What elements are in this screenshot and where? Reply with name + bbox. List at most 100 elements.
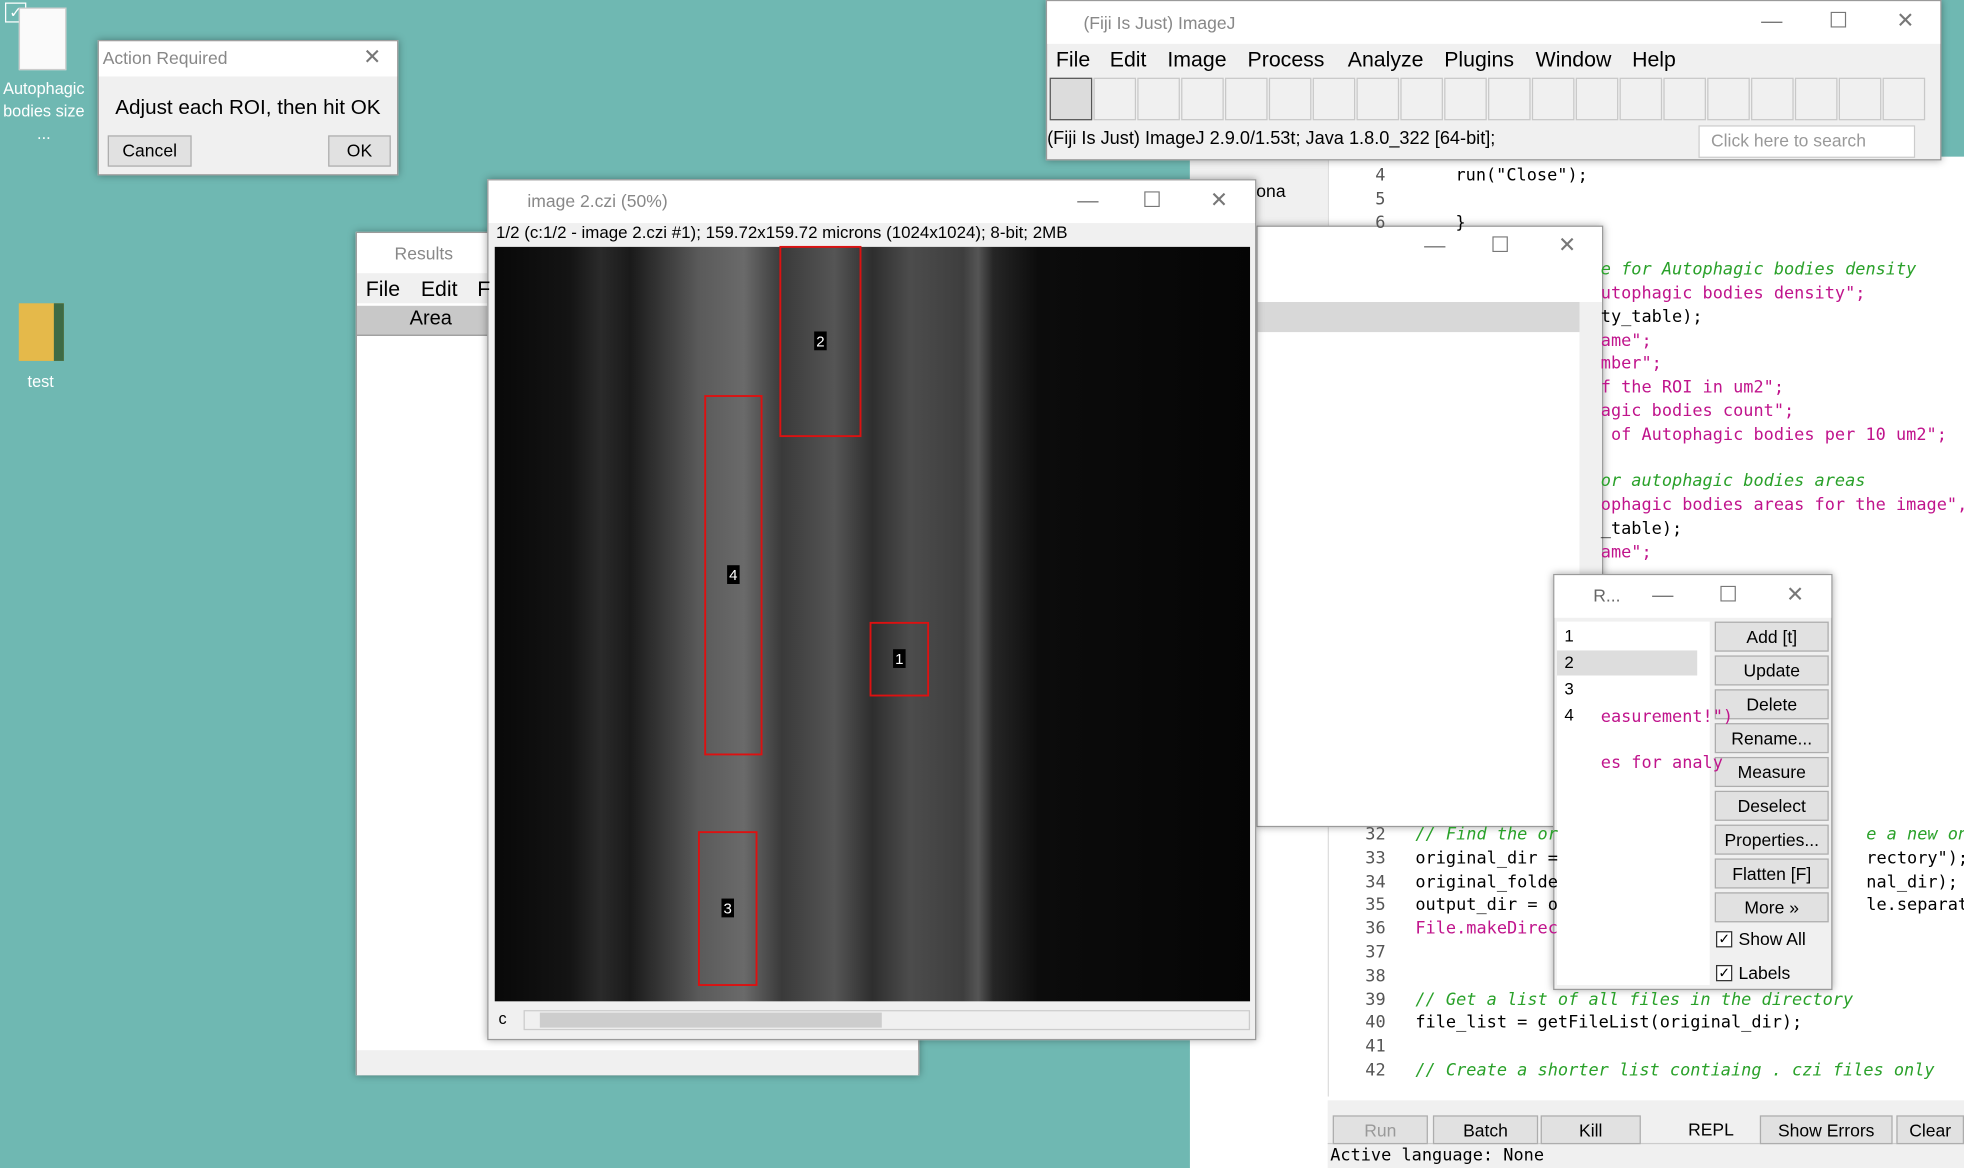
roi <box>697 831 758 986</box>
button[interactable]: Run <box>1332 1115 1428 1145</box>
maximize[interactable]: ☐ <box>1142 187 1162 212</box>
tool-button[interactable] <box>1838 77 1882 121</box>
icon-label[interactable]: test <box>27 372 54 392</box>
button[interactable]: Batch <box>1432 1115 1539 1145</box>
menu-item[interactable]: Process <box>1247 47 1325 72</box>
menu-item[interactable]: Window <box>1535 47 1612 72</box>
button[interactable]: Properties... <box>1714 824 1829 855</box>
menu-item[interactable]: Help <box>1632 47 1676 72</box>
tool-button[interactable] <box>1093 77 1137 121</box>
button[interactable]: Rename... <box>1714 723 1829 754</box>
line-number: 6 <box>1375 212 1386 233</box>
button[interactable]: Add [t] <box>1714 621 1829 652</box>
microscopy-image[interactable] <box>494 246 1251 1002</box>
tool-button[interactable] <box>1400 77 1443 121</box>
roi-label-bg <box>721 898 734 918</box>
menu-item[interactable]: Edit <box>1109 47 1147 72</box>
button[interactable]: Deselect <box>1714 790 1829 821</box>
roi <box>869 621 930 697</box>
window-title: image 2.czi (50%) <box>527 190 668 211</box>
minimize[interactable]: — <box>1652 582 1674 607</box>
tool-button[interactable] <box>1488 77 1531 121</box>
minimize[interactable]: — <box>1761 8 1783 33</box>
tool-button[interactable] <box>1356 77 1400 121</box>
maximize[interactable]: ☐ <box>1828 8 1848 33</box>
channel-slider[interactable] <box>523 1010 1251 1031</box>
close[interactable]: ✕ <box>1558 233 1577 257</box>
code-fragment: utophagic bodies density"; <box>1600 283 1866 304</box>
button[interactable]: Kill <box>1540 1115 1641 1145</box>
checkbox-label[interactable]: Show All <box>1738 928 1806 949</box>
folder-icon[interactable] <box>18 303 64 361</box>
tool-button[interactable] <box>1181 77 1224 121</box>
code-fragment: le.separator <box>1866 895 1964 916</box>
slider-thumb[interactable] <box>539 1012 882 1028</box>
checkbox-label[interactable]: Labels <box>1738 962 1791 983</box>
roi-item[interactable]: 2 <box>1556 650 1698 676</box>
minimize[interactable]: — <box>1077 187 1099 212</box>
button[interactable]: Show Errors <box>1759 1115 1893 1145</box>
roi-label: 4 <box>729 567 737 584</box>
line-number: 35 <box>1365 895 1386 916</box>
maximize[interactable]: ☐ <box>1490 233 1510 257</box>
tool-button[interactable] <box>1531 77 1575 121</box>
line-number: 36 <box>1365 918 1386 939</box>
roi-item[interactable]: 3 <box>1564 679 1574 699</box>
h-scrollbar[interactable] <box>356 1050 919 1076</box>
close[interactable]: ✕ <box>363 45 382 69</box>
search-box[interactable] <box>1698 125 1916 158</box>
tool-button[interactable] <box>1707 77 1750 121</box>
button[interactable]: Clear <box>1896 1115 1964 1145</box>
button[interactable]: Flatten [F] <box>1714 858 1829 889</box>
menu-item[interactable]: File <box>365 276 401 301</box>
tool-button[interactable] <box>1224 77 1268 121</box>
roi-item[interactable]: 1 <box>1564 626 1574 646</box>
tool-button[interactable] <box>1794 77 1838 121</box>
button[interactable]: More » <box>1714 892 1829 923</box>
maximize[interactable]: ☐ <box>1718 582 1738 607</box>
checkbox[interactable]: ✓ <box>1715 964 1733 982</box>
roi-item[interactable]: 4 <box>1564 705 1574 725</box>
file-icon[interactable] <box>18 7 67 71</box>
menu-item[interactable]: F <box>477 276 491 301</box>
button[interactable]: Measure <box>1714 756 1829 788</box>
menu-item[interactable]: File <box>1055 47 1091 72</box>
window-title: (Fiji Is Just) ImageJ <box>1083 12 1236 33</box>
menu-item[interactable]: Edit <box>420 276 458 301</box>
menu-item[interactable]: Plugins <box>1444 47 1515 72</box>
tool-button[interactable] <box>1312 77 1356 121</box>
close[interactable]: ✕ <box>1786 582 1804 607</box>
tool-button[interactable] <box>1444 77 1487 121</box>
tool-button[interactable] <box>1575 77 1619 121</box>
button[interactable]: Cancel <box>107 135 192 167</box>
toolbar <box>1049 77 1942 121</box>
tool-button[interactable] <box>1882 77 1926 121</box>
code-line: original_dir = <box>1415 848 1558 869</box>
tool-button[interactable] <box>1137 77 1180 121</box>
menu-item[interactable]: Analyze <box>1347 47 1424 72</box>
checkbox[interactable]: ✓ <box>1715 931 1733 948</box>
tool-button[interactable] <box>1049 77 1093 121</box>
tool-button[interactable] <box>1663 77 1706 121</box>
button[interactable]: OK <box>328 135 391 167</box>
button[interactable]: Update <box>1714 655 1829 686</box>
code-fragment: of Autophagic bodies per 10 um2"; <box>1600 424 1947 445</box>
roi-list[interactable] <box>1556 621 1710 986</box>
icon-label[interactable]: Autophagic bodies size ... <box>3 78 85 143</box>
tool-button[interactable] <box>1268 77 1312 121</box>
tool-button[interactable] <box>1751 77 1794 121</box>
menu-item[interactable]: Image <box>1167 47 1227 72</box>
search-placeholder[interactable]: Click here to search <box>1710 130 1866 151</box>
line-number: 32 <box>1365 824 1386 845</box>
line-number: 38 <box>1365 965 1386 987</box>
dialog-message: Adjust each ROI, then hit OK <box>115 96 381 120</box>
close[interactable]: ✕ <box>1896 8 1915 33</box>
button[interactable]: REPL <box>1688 1119 1734 1140</box>
close[interactable]: ✕ <box>1209 187 1228 212</box>
button[interactable]: Delete <box>1714 689 1829 720</box>
code-line: } <box>1455 212 1466 233</box>
minimize[interactable]: — <box>1424 233 1446 257</box>
tool-button[interactable] <box>1619 77 1663 121</box>
